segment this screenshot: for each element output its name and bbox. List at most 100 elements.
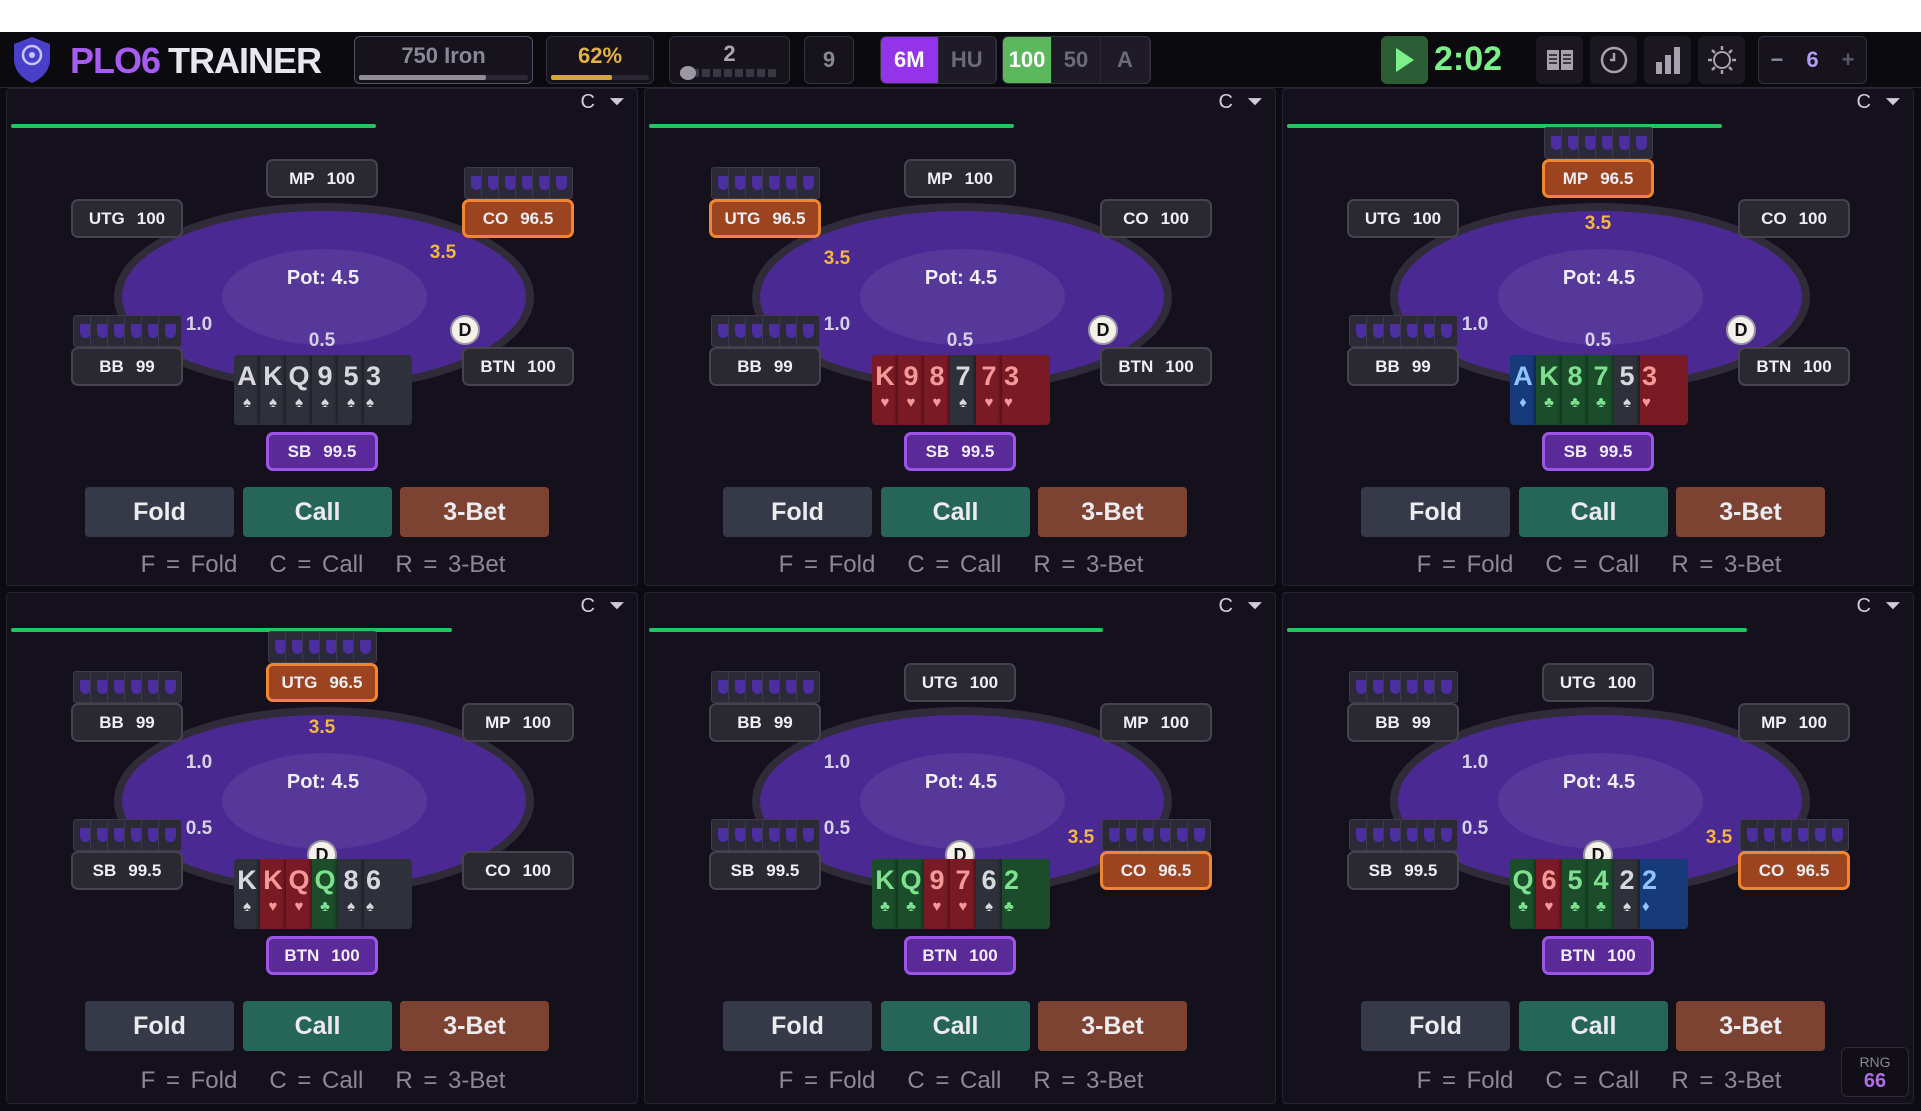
seat-position: UTG — [88, 208, 125, 228]
raise-button[interactable]: 3-Bet — [1038, 1001, 1187, 1051]
fold-button[interactable]: Fold — [1361, 1001, 1510, 1051]
call-button[interactable]: Call — [243, 1001, 392, 1051]
dealer-button: D — [1726, 315, 1756, 345]
stats-button[interactable] — [1644, 36, 1691, 84]
stack-a[interactable]: A — [1101, 37, 1150, 83]
theme-button[interactable] — [1698, 36, 1745, 84]
mode-toggle: 6M HU — [880, 36, 997, 84]
card-back — [1825, 819, 1849, 851]
rng-value: 66 — [1863, 1070, 1887, 1092]
hole-card: K ♥ — [872, 355, 898, 425]
hole-card: Q ♥ — [286, 859, 312, 929]
bet-amount: 0.5 — [185, 818, 213, 839]
level-label: 2 — [723, 41, 736, 66]
table-count-value: 6 — [1806, 47, 1819, 72]
filter-icon[interactable]: ⏷ — [1885, 91, 1901, 113]
seat-stack: 100 — [964, 168, 993, 188]
card-rank: Q — [1512, 865, 1534, 895]
hotkey-hint: F = Fold C = Call R = 3-Bet — [1416, 1067, 1782, 1094]
pot-value: 4.5 — [1607, 267, 1636, 289]
hero-hand: A ♦ K ♣ 8 ♣ 7 ♣ 5 ♠ 3 ♥ — [1510, 355, 1688, 425]
raise-button[interactable]: 3-Bet — [400, 1001, 549, 1051]
seat-position: BTN — [480, 356, 516, 376]
refresh-icon[interactable]: C — [1856, 595, 1871, 617]
book-button[interactable] — [1536, 36, 1583, 84]
table-panel: C ⏷ Pot: 4.5 SB 99.5 0.5 BB 99 1.0 UTG 96.5 3.5 MP 10… — [644, 88, 1276, 586]
dealer-button: D — [1088, 315, 1118, 345]
hole-card: 7 ♠ — [950, 355, 976, 425]
slider-handle[interactable] — [680, 66, 696, 80]
hole-card: K ♠ — [260, 355, 286, 425]
card-rank: 4 — [1593, 865, 1609, 895]
stack-100[interactable]: 100 — [1003, 37, 1052, 83]
seat-position: CO — [1761, 208, 1787, 228]
hole-card: 2 ♦ — [1640, 859, 1688, 929]
card-back — [796, 671, 820, 703]
seat-mp: MP 100 — [904, 159, 1016, 198]
filter-icon[interactable]: ⏷ — [1247, 595, 1263, 617]
spade-suit-icon: ♠ — [366, 898, 374, 915]
hole-card: 7 ♥ — [950, 859, 976, 929]
top-bar: PLO6 TRAINER 750 Iron 62% 2 9 6M HU 100 5… — [0, 32, 1921, 88]
fold-button[interactable]: Fold — [1361, 487, 1510, 537]
filter-icon[interactable]: ⏷ — [1885, 595, 1901, 617]
card-rank: 7 — [955, 361, 971, 391]
card-back — [796, 167, 820, 199]
play-button[interactable] — [1381, 36, 1428, 84]
heart-suit-icon: ♥ — [906, 394, 916, 411]
call-button[interactable]: Call — [1519, 1001, 1668, 1051]
seat-stack: 99.5 — [128, 860, 162, 880]
refresh-icon[interactable]: C — [1218, 91, 1233, 113]
call-button[interactable]: Call — [243, 487, 392, 537]
table-panel: C ⏷ Pot: 4.5 SB 99.5 0.5 BB 99 1.0 UTG 100 MP 96.5 3.… — [1282, 88, 1914, 586]
seat-stack: 100 — [136, 208, 166, 228]
hole-card: 2 ♣ — [1002, 859, 1050, 929]
table-logo-area — [1498, 753, 1703, 849]
level-slider[interactable]: 2 — [669, 36, 790, 84]
card-back — [796, 819, 820, 851]
seat-stack: 100 — [522, 860, 551, 880]
call-button[interactable]: Call — [1519, 487, 1668, 537]
filter-icon[interactable]: ⏷ — [609, 91, 625, 113]
bet-amount: 1.0 — [185, 752, 213, 773]
refresh-icon[interactable]: C — [1218, 595, 1233, 617]
mode-6m[interactable]: 6M — [881, 37, 939, 83]
accuracy-badge[interactable]: 62% — [546, 36, 654, 84]
seat-position: SB — [287, 441, 312, 461]
call-button[interactable]: Call — [881, 487, 1030, 537]
filter-icon[interactable]: ⏷ — [609, 595, 625, 617]
card-back — [353, 631, 377, 663]
raise-button[interactable]: 3-Bet — [1038, 487, 1187, 537]
rank-badge[interactable]: 750 Iron — [354, 36, 533, 84]
rng-label: RNG — [1859, 1054, 1891, 1070]
filter-icon[interactable]: ⏷ — [1247, 91, 1263, 113]
refresh-icon[interactable]: C — [580, 595, 595, 617]
mode-hu[interactable]: HU — [939, 37, 996, 83]
seat-stack: 99 — [773, 712, 793, 732]
increase-tables-button[interactable]: + — [1841, 47, 1855, 72]
stack-50[interactable]: 50 — [1052, 37, 1101, 83]
seat-btn: BTN 100 — [266, 936, 378, 975]
seat-stack: 100 — [1412, 208, 1442, 228]
decrease-tables-button[interactable]: − — [1770, 47, 1784, 72]
panel-tools: C ⏷ — [581, 595, 625, 618]
history-button[interactable] — [1590, 36, 1637, 84]
hole-card: 8 ♣ — [1562, 355, 1588, 425]
decision-timer-bar — [649, 628, 1103, 632]
call-button[interactable]: Call — [881, 1001, 1030, 1051]
hole-card: 3 ♥ — [1640, 355, 1688, 425]
pot-prefix: Pot: — [286, 771, 332, 793]
raise-button[interactable]: 3-Bet — [1676, 487, 1825, 537]
refresh-icon[interactable]: C — [1856, 91, 1871, 113]
raise-button[interactable]: 3-Bet — [400, 487, 549, 537]
fold-button[interactable]: Fold — [85, 1001, 234, 1051]
fold-button[interactable]: Fold — [85, 487, 234, 537]
raise-button[interactable]: 3-Bet — [1676, 1001, 1825, 1051]
count-badge[interactable]: 9 — [804, 36, 854, 84]
pot-value: 4.5 — [1607, 771, 1636, 793]
refresh-icon[interactable]: C — [580, 91, 595, 113]
seat-utg: UTG 100 — [71, 199, 183, 238]
fold-button[interactable]: Fold — [723, 1001, 872, 1051]
hole-card: A ♦ — [1510, 355, 1536, 425]
fold-button[interactable]: Fold — [723, 487, 872, 537]
